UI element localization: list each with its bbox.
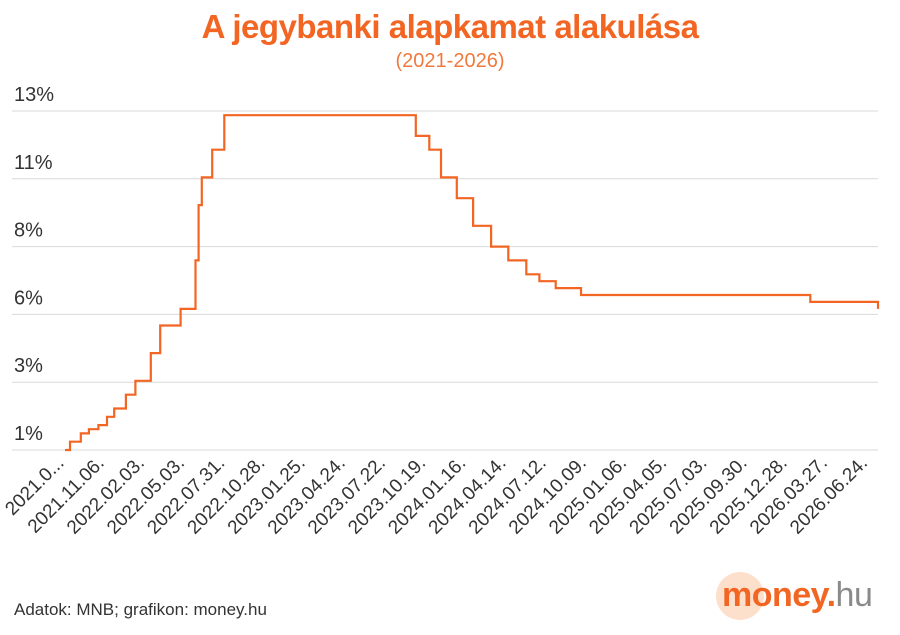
y-tick-label: 8% [14, 220, 43, 242]
y-tick-label: 11% [14, 152, 53, 174]
rate-chart: 1% 3% 6% 8% 11% 13% 2021.0...2021.11.06.2022.… [1, 84, 880, 539]
logo-word: money [722, 576, 827, 614]
money-hu-logo: money.hu [708, 568, 888, 628]
logo-circle-icon [716, 572, 764, 620]
grid-lines [12, 110, 878, 451]
logo-dot: . [826, 576, 836, 614]
chart-subtitle: (2021-2026) [395, 50, 505, 72]
y-axis-tick-labels: 1% 3% 6% 8% 11% 13% [14, 84, 54, 445]
logo-text: money.hu [722, 576, 873, 615]
chart-title: A jegybanki alapkamat alakulása [201, 8, 699, 45]
y-tick-label: 3% [14, 355, 43, 377]
x-axis-tick-labels: 2021.0...2021.11.06.2022.02.03.2022.05.0… [1, 453, 872, 539]
y-tick-label: 1% [14, 423, 43, 445]
source-note: Adatok: MNB; grafikon: money.hu [14, 600, 267, 619]
y-tick-label: 6% [14, 287, 43, 309]
y-tick-label: 13% [14, 84, 54, 106]
logo-tld: hu [835, 576, 873, 614]
series-line-base-rate [65, 114, 880, 452]
